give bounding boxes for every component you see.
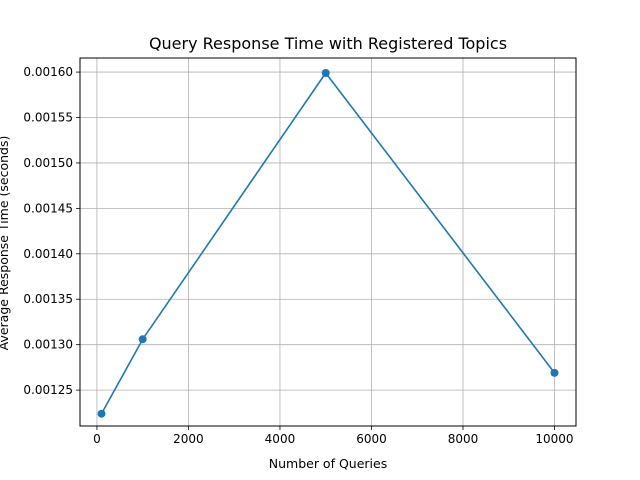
- x-tick-label: 8000: [448, 432, 479, 446]
- y-tick-label: 0.00135: [23, 292, 73, 306]
- x-tick-label: 6000: [356, 432, 387, 446]
- chart-title: Query Response Time with Registered Topi…: [149, 34, 507, 53]
- y-tick-label: 0.00125: [23, 383, 73, 397]
- y-tick-label: 0.00160: [23, 65, 73, 79]
- y-axis-label: Average Response Time (seconds): [0, 136, 11, 351]
- y-tick-label: 0.00140: [23, 247, 73, 261]
- series-layer: [97, 68, 559, 418]
- x-tick-label: 4000: [265, 432, 296, 446]
- y-tick-label: 0.00145: [23, 201, 73, 215]
- y-tick-label: 0.00155: [23, 111, 73, 125]
- data-point: [550, 368, 559, 377]
- y-tick-label: 0.00130: [23, 338, 73, 352]
- plot-frame: [79, 57, 577, 427]
- ticks: 0 2000 4000 6000 8000 10000 0.00125 0.00130 0.00…: [23, 65, 573, 446]
- x-tick-label: 0: [93, 432, 101, 446]
- data-point: [138, 335, 147, 344]
- data-point: [97, 409, 106, 418]
- x-axis-label: Number of Queries: [269, 456, 387, 471]
- data-point: [321, 68, 330, 77]
- x-tick-label: 2000: [173, 432, 204, 446]
- y-tick-label: 0.00150: [23, 156, 73, 170]
- x-tick-label: 10000: [535, 432, 573, 446]
- series-line: [100, 72, 556, 415]
